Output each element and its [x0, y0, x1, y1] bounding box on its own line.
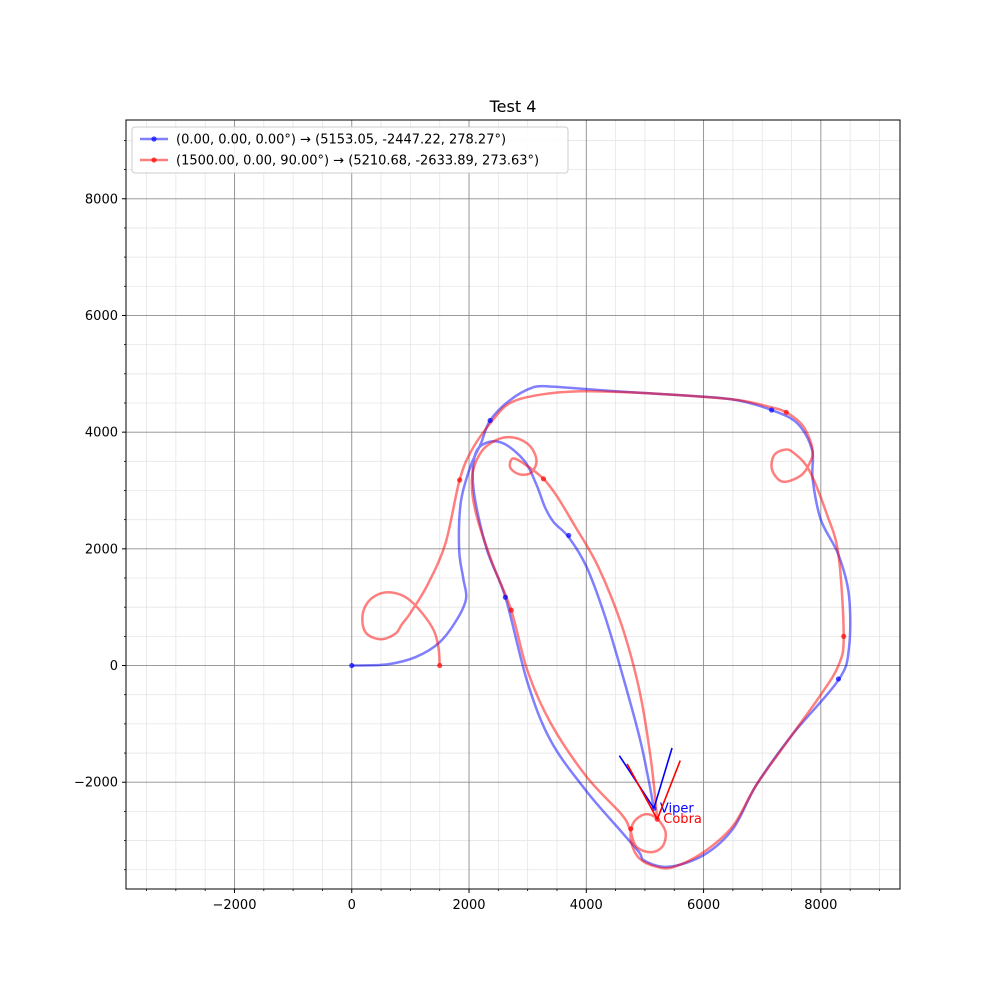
series-point-1 [841, 633, 847, 639]
annotation-label: Cobra [663, 812, 702, 827]
legend-label: (0.00, 0.00, 0.00°) → (5153.05, -2447.22… [176, 133, 506, 148]
x-tick-label: 0 [348, 898, 356, 913]
y-tick-label: 0 [110, 659, 118, 674]
x-tick-label: 2000 [452, 898, 485, 913]
x-tick-label: 8000 [804, 898, 837, 913]
axis-ticks: −2000 0 2000 4000 6000 8000 −2000 0 2000 4000 6000… [74, 140, 880, 913]
legend-box [131, 126, 569, 174]
y-tick-label: 2000 [85, 542, 118, 557]
legend-swatch-marker [151, 136, 157, 142]
series-point-1 [783, 409, 789, 415]
series-point-1 [508, 607, 514, 613]
y-tick-label: 6000 [85, 309, 118, 324]
y-tick-label: 4000 [85, 426, 118, 441]
x-tick-label: −2000 [212, 898, 256, 913]
series-point-0 [502, 594, 508, 600]
x-tick-label: 4000 [570, 898, 603, 913]
series-point-0 [566, 532, 572, 539]
series-point-1 [628, 826, 634, 832]
heading-glyph-0 [653, 747, 673, 809]
minor-grid [126, 120, 900, 889]
heading-glyph-1 [656, 760, 681, 820]
heading-glyph-1 [626, 763, 658, 820]
y-tick-label: −2000 [74, 776, 118, 791]
annotation-label: Viper [660, 801, 694, 816]
axes-frame [125, 119, 901, 890]
major-grid [126, 120, 900, 889]
series-point-0 [487, 417, 493, 424]
series-point-0 [349, 662, 355, 669]
series-line-1 [361, 389, 845, 870]
chart-title: Test 4 [489, 97, 537, 116]
series-line-0 [351, 384, 852, 869]
series-point-1 [457, 477, 463, 483]
legend-label: (1500.00, 0.00, 90.00°) → (5210.68, -263… [176, 154, 539, 169]
series-point-1 [540, 476, 547, 482]
y-tick-label: 8000 [85, 192, 118, 207]
x-tick-label: 6000 [687, 898, 720, 913]
legend: (0.00, 0.00, 0.00°) → (5153.05, -2447.22… [131, 126, 569, 174]
series-point-0 [768, 407, 775, 413]
series-point-0 [835, 676, 842, 682]
series-point-1 [437, 662, 443, 669]
legend-swatch-marker [151, 157, 157, 163]
